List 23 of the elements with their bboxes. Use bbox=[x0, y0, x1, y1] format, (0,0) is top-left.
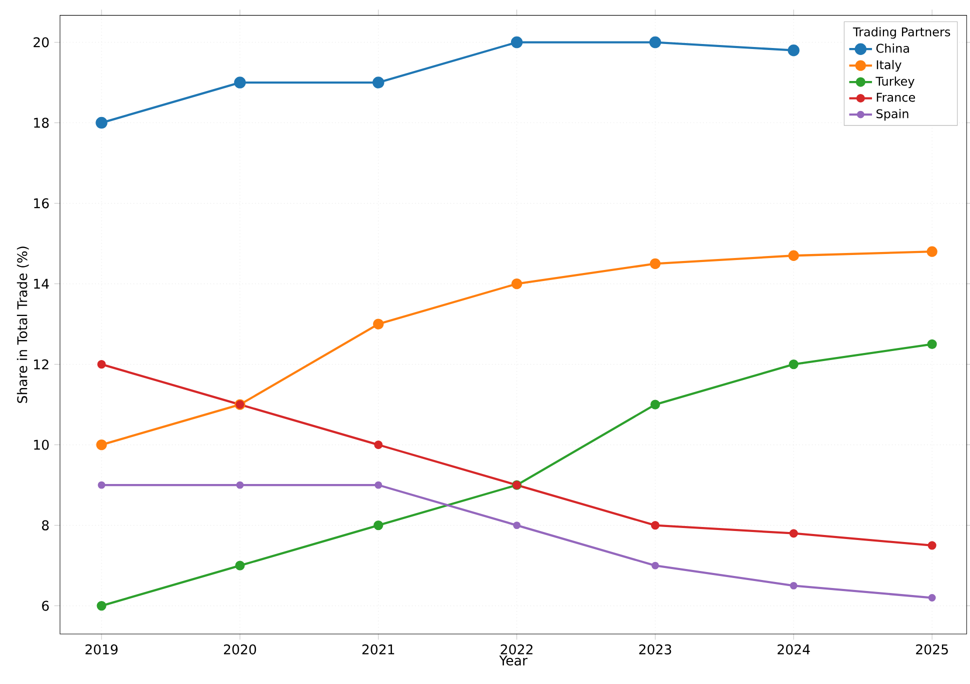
x-tick-label: 2024 bbox=[778, 644, 810, 654]
y-tick-label: 14 bbox=[34, 278, 49, 289]
y-axis-title: Share in Total Trade (%) bbox=[16, 246, 29, 403]
legend-label: France bbox=[876, 92, 916, 102]
y-tick-label: 6 bbox=[42, 600, 49, 611]
x-tick-label: 2022 bbox=[500, 644, 532, 654]
x-tick-label: 2019 bbox=[86, 644, 118, 654]
legend-label: China bbox=[876, 44, 909, 53]
x-tick-label: 2025 bbox=[916, 644, 948, 654]
y-tick-label: 8 bbox=[42, 520, 49, 530]
x-tick-label: 2020 bbox=[224, 644, 256, 654]
legend-label: Turkey bbox=[876, 76, 914, 88]
y-tick-label: 12 bbox=[34, 359, 48, 370]
legend-label: Italy bbox=[876, 60, 902, 72]
x-axis-title: Year bbox=[499, 656, 528, 666]
x-tick-label: 2023 bbox=[639, 644, 672, 654]
y-tick-label: 18 bbox=[34, 118, 49, 128]
y-tick-label: 10 bbox=[34, 440, 49, 450]
legend-title: Trading Partners bbox=[852, 27, 950, 39]
legend-label: Spain bbox=[876, 108, 908, 121]
x-tick-label: 2021 bbox=[362, 644, 394, 654]
y-tick-label: 20 bbox=[34, 37, 49, 48]
y-tick-label: 16 bbox=[34, 198, 49, 208]
